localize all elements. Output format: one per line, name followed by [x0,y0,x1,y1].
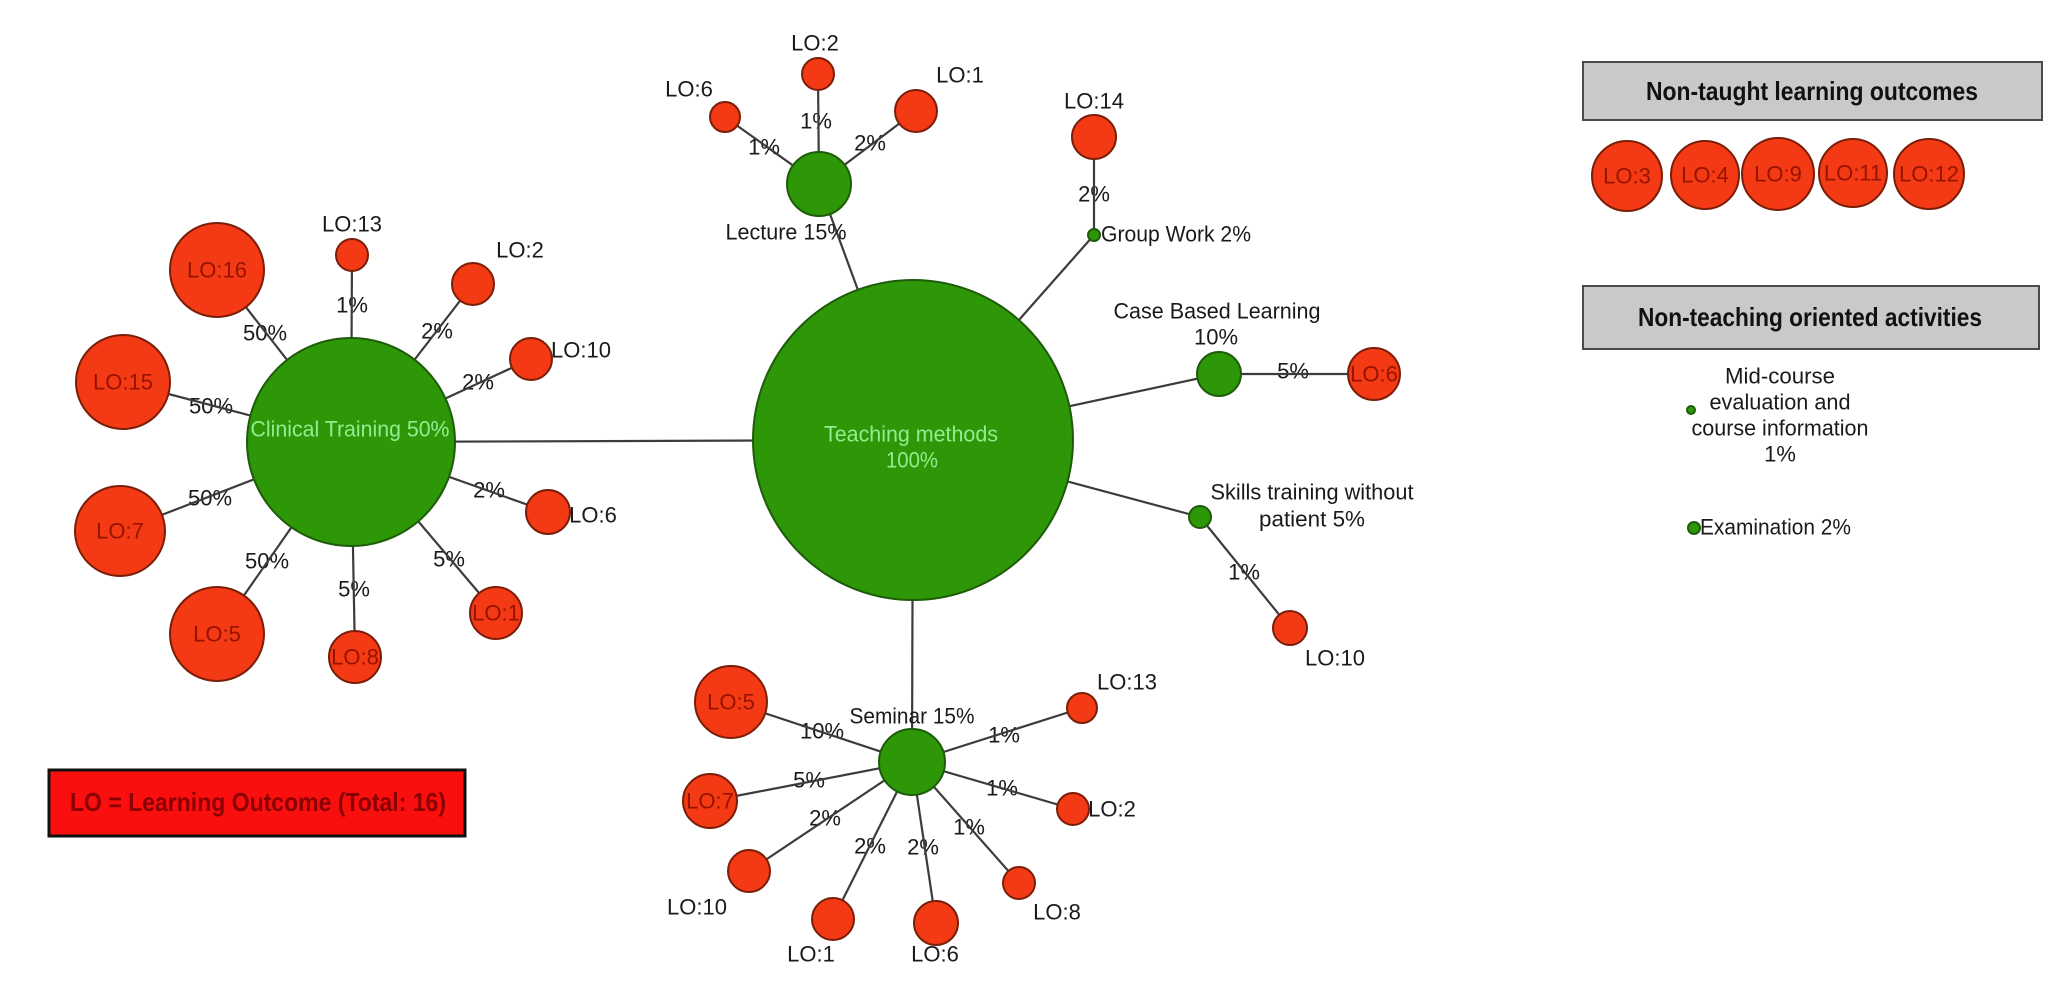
svg-text:LO:10: LO:10 [1305,646,1365,671]
svg-text:LO:16: LO:16 [187,258,247,283]
svg-text:LO:9: LO:9 [1754,162,1802,187]
svg-text:1%: 1% [800,109,832,134]
svg-text:2%: 2% [462,370,494,395]
svg-text:LO:6: LO:6 [665,77,713,102]
svg-text:LO:1: LO:1 [787,942,835,967]
svg-text:1%: 1% [748,135,780,160]
svg-text:LO:6: LO:6 [911,942,959,967]
svg-text:Examination 2%: Examination 2% [1700,515,1851,540]
svg-text:Clinical Training 50%: Clinical Training 50% [251,417,450,442]
svg-text:patient 5%: patient 5% [1259,507,1365,532]
svg-text:LO:12: LO:12 [1899,162,1959,187]
svg-text:LO:5: LO:5 [707,690,755,715]
svg-text:LO:7: LO:7 [686,789,734,814]
svg-text:LO:14: LO:14 [1064,89,1124,114]
svg-text:5%: 5% [1277,359,1309,384]
svg-text:Non-taught learning outcomes: Non-taught learning outcomes [1646,76,1978,106]
svg-text:LO:2: LO:2 [791,31,839,56]
svg-text:LO:15: LO:15 [93,370,153,395]
svg-text:LO:2: LO:2 [1088,797,1136,822]
svg-text:LO = Learning Outcome (Total:: LO = Learning Outcome (Total: 16) [70,787,446,817]
svg-text:100%: 100% [886,448,938,473]
svg-text:LO:6: LO:6 [1350,362,1398,387]
svg-text:Mid-course: Mid-course [1725,364,1835,389]
svg-text:1%: 1% [988,723,1020,748]
svg-text:LO:13: LO:13 [1097,670,1157,695]
svg-text:LO:8: LO:8 [1033,900,1081,925]
svg-text:Seminar 15%: Seminar 15% [850,704,975,729]
svg-text:LO:11: LO:11 [1824,161,1882,186]
svg-text:LO:1: LO:1 [936,63,984,88]
svg-text:LO:2: LO:2 [496,238,544,263]
svg-text:LO:3: LO:3 [1603,164,1651,189]
svg-text:2%: 2% [854,131,886,156]
svg-text:LO:4: LO:4 [1681,163,1729,188]
svg-text:Case Based Learning: Case Based Learning [1114,299,1321,324]
svg-text:LO:7: LO:7 [96,519,144,544]
svg-text:Lecture 15%: Lecture 15% [726,220,847,245]
svg-text:LO:10: LO:10 [667,895,727,920]
svg-text:LO:8: LO:8 [331,645,379,670]
svg-text:Teaching methods: Teaching methods [824,422,998,447]
svg-text:10%: 10% [1194,325,1238,350]
svg-text:Skills training without: Skills training without [1211,480,1414,505]
svg-text:LO:1: LO:1 [472,601,520,626]
svg-text:10%: 10% [800,719,844,744]
svg-text:LO:6: LO:6 [569,503,617,528]
svg-text:LO:5: LO:5 [193,622,241,647]
svg-text:evaluation and: evaluation and [1710,390,1851,415]
svg-text:Group Work 2%: Group Work 2% [1101,222,1251,247]
svg-text:Non-teaching oriented activiti: Non-teaching oriented activities [1638,302,1982,332]
svg-text:LO:10: LO:10 [551,338,611,363]
svg-text:1%: 1% [1764,442,1796,467]
svg-text:LO:13: LO:13 [322,212,382,237]
svg-text:course information: course information [1692,416,1869,441]
